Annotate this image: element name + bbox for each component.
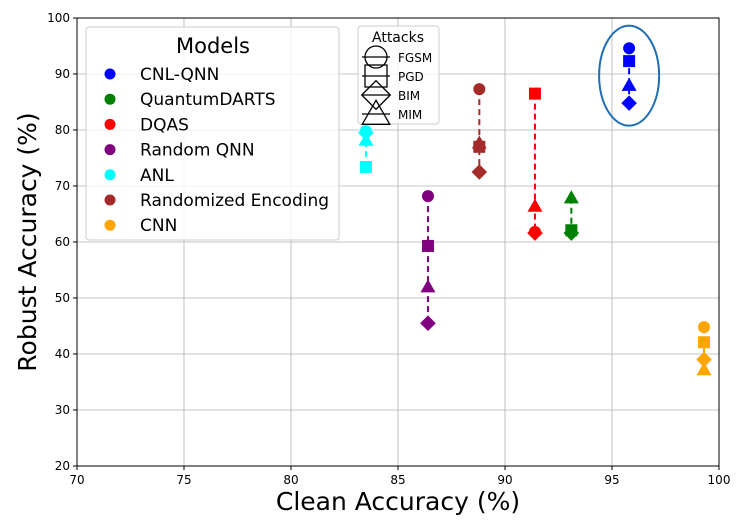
- models-legend-box: [85, 26, 340, 241]
- point-cnl-qnn-bim: [621, 95, 637, 111]
- x-tick-label: 100: [708, 473, 731, 487]
- y-axis-ticks: 20 30 40 50 60 70 80 90 100: [47, 11, 77, 473]
- point-random-qnn-mim: [420, 279, 436, 293]
- y-tick-label: 80: [55, 123, 70, 137]
- y-tick-label: 70: [55, 179, 70, 193]
- y-tick-label: 100: [47, 11, 70, 25]
- models-legend-items: CNL-QNN QuantumDARTS DQAS Random QNN ANL Rand…: [104, 65, 329, 236]
- point-dqas-pgd: [528, 87, 541, 100]
- y-tick-label: 30: [55, 403, 70, 417]
- point-randomized-encoding-bim: [471, 164, 488, 180]
- y-tick-label: 90: [55, 67, 70, 81]
- point-random-qnn-fgsm: [421, 190, 434, 203]
- legend-label-cnn: CNN: [140, 216, 177, 236]
- legend-label-dqas: DQAS: [140, 115, 189, 135]
- highlight-ellipse: [598, 24, 661, 127]
- x-axis-ticks: 70 75 80 85 90 95 100: [69, 466, 730, 487]
- point-cnn-fgsm: [698, 321, 711, 334]
- x-tick-label: 75: [176, 473, 191, 487]
- x-axis-label: Clean Accuracy (%): [276, 487, 520, 516]
- legend-marker-dqas: [104, 118, 116, 130]
- point-dqas-mim: [527, 198, 543, 212]
- x-tick-label: 80: [283, 473, 298, 487]
- point-anl-pgd: [359, 160, 372, 173]
- legend-label-cnl-qnn: CNL-QNN: [140, 65, 219, 85]
- attacks-legend-items: FGSM PGD BIM MIM: [360, 45, 432, 125]
- point-cnl-qnn-fgsm: [623, 42, 636, 55]
- point-quantumdarts-mim: [563, 190, 579, 204]
- data-points: [358, 42, 712, 376]
- legend-marker-quantumdarts: [104, 93, 116, 105]
- legend-label-random-qnn: Random QNN: [140, 141, 255, 161]
- y-tick-label: 50: [55, 291, 70, 305]
- y-tick-label: 60: [55, 235, 70, 249]
- legend-label-quantumdarts: QuantumDARTS: [140, 90, 276, 110]
- x-tick-label: 70: [69, 473, 84, 487]
- y-tick-label: 20: [55, 459, 70, 473]
- attack-legend-label-bim: BIM: [398, 89, 420, 103]
- legend-label-anl: ANL: [140, 166, 174, 186]
- point-cnn-mim: [696, 362, 712, 376]
- point-cnn-pgd: [698, 336, 711, 349]
- point-cnl-qnn-pgd: [623, 55, 636, 68]
- attack-legend-marker-mim: [361, 98, 391, 125]
- attack-legend-marker-pgd: [364, 64, 388, 88]
- models-legend-title: Models: [176, 34, 250, 58]
- point-randomized-encoding-mim: [471, 135, 487, 149]
- attack-legend-marker-bim: [360, 79, 392, 111]
- attacks-legend-box: [357, 25, 440, 125]
- point-random-qnn-bim: [420, 315, 436, 331]
- point-anl-bim: [358, 125, 374, 141]
- point-cnl-qnn-mim: [621, 77, 637, 91]
- attack-legend-label-mim: MIM: [398, 108, 422, 122]
- attack-legend-marker-fgsm: [364, 45, 388, 69]
- point-randomized-encoding-fgsm: [473, 83, 486, 96]
- x-tick-label: 90: [497, 473, 512, 487]
- legend-marker-cnl-qnn: [104, 68, 116, 80]
- point-dqas-bim: [527, 225, 543, 241]
- attacks-legend-title: Attacks: [372, 30, 424, 46]
- y-tick-label: 40: [55, 347, 70, 361]
- legend-marker-randomized-encoding: [104, 194, 116, 206]
- y-axis-label: Robust Accuracy (%): [13, 112, 42, 371]
- attack-legend-label-pgd: PGD: [398, 70, 424, 84]
- legend-label-randomized-encoding: Randomized Encoding: [140, 191, 329, 211]
- attacks-legend: Attacks FGSM PGD BIM MIM: [357, 25, 440, 125]
- point-cnn-bim: [696, 351, 712, 368]
- point-random-qnn-pgd: [421, 239, 434, 252]
- models-legend: Models CNL-QNN QuantumDARTS DQAS Random QNN…: [85, 26, 340, 241]
- legend-marker-anl: [104, 169, 116, 181]
- x-tick-label: 95: [604, 473, 619, 487]
- attack-legend-label-fgsm: FGSM: [398, 51, 432, 65]
- legend-marker-random-qnn: [104, 144, 116, 156]
- highlight-layer: [598, 24, 661, 127]
- x-tick-label: 85: [390, 473, 405, 487]
- legend-marker-cnn: [104, 219, 116, 231]
- point-quantumdarts-bim: [563, 225, 580, 241]
